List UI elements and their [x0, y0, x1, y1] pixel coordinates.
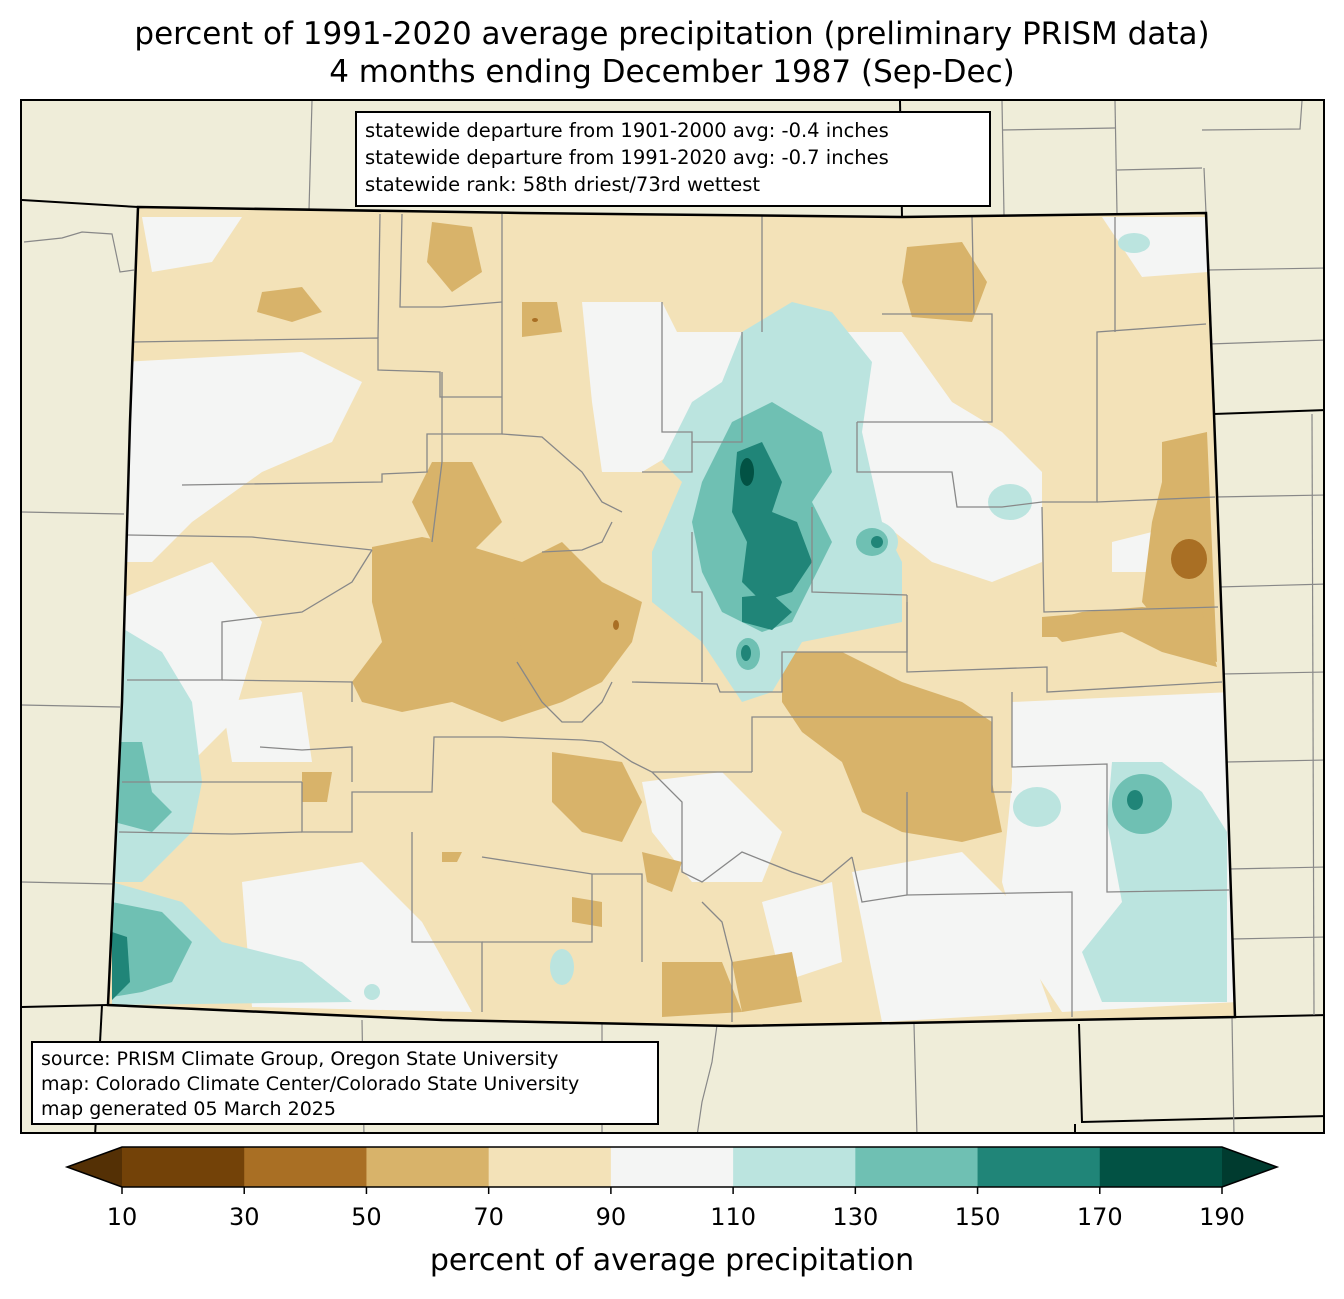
source-box: source: PRISM Climate Group, Oregon Stat…: [31, 1041, 659, 1125]
map-title-line1: percent of 1991-2020 average precipitati…: [134, 16, 1210, 52]
precipitation-map: [22, 101, 1323, 1132]
stats-departure-1991: statewide departure from 1991-2020 avg: …: [365, 146, 889, 169]
colorbar-arrow-low: [67, 1147, 122, 1187]
colorbar-tick-label: 170: [1076, 1203, 1123, 1231]
statewide-stats-box: statewide departure from 1901-2000 avg: …: [355, 111, 991, 207]
colorbar-tick-label: 10: [106, 1203, 138, 1231]
colorbar-bin-70-90: [488, 1147, 612, 1187]
colorbar-bin-10-30: [122, 1147, 245, 1187]
colorbar-tick-label: 70: [473, 1203, 504, 1231]
colorbar-bin-30-50: [244, 1147, 367, 1187]
colorbar-bin-50-70: [366, 1147, 490, 1187]
precipitation-field: [108, 207, 1235, 1026]
colorbar-tick-label: 110: [710, 1203, 757, 1231]
stats-rank: statewide rank: 58th driest/73rd wettest: [365, 173, 761, 196]
colorbar-arrow-high: [1222, 1147, 1277, 1187]
colorbar-tick-label: 90: [595, 1203, 627, 1231]
stats-departure-1901: statewide departure from 1901-2000 avg: …: [365, 119, 889, 142]
colorbar-bin-90-110: [610, 1147, 734, 1187]
map-panel: [20, 99, 1325, 1134]
colorbar-label: percent of average precipitation: [429, 1243, 915, 1278]
colorbar-tick-label: 50: [351, 1203, 382, 1231]
map-title-line2: 4 months ending December 1987 (Sep-Dec): [329, 54, 1015, 90]
colorbar: [64, 1146, 1280, 1194]
colorbar-bin-170-190: [1099, 1147, 1223, 1187]
county-lines: [118, 212, 1230, 1022]
colorbar-bin-150-170: [977, 1147, 1101, 1187]
colorbar-bin-110-130: [733, 1147, 856, 1187]
colorbar-tick-label: 150: [954, 1203, 1001, 1231]
colorbar-tick-label: 190: [1199, 1203, 1245, 1231]
colorbar-tick-label: 30: [228, 1203, 260, 1231]
source-line-prism: source: PRISM Climate Group, Oregon Stat…: [41, 1048, 559, 1070]
colorado-border: [106, 205, 1237, 1028]
colorbar-tick-label: 130: [832, 1203, 879, 1231]
source-line-map: map: Colorado Climate Center/Colorado St…: [41, 1073, 580, 1095]
colorbar-bin-130-150: [855, 1147, 979, 1187]
source-line-generated: map generated 05 March 2025: [41, 1098, 336, 1120]
